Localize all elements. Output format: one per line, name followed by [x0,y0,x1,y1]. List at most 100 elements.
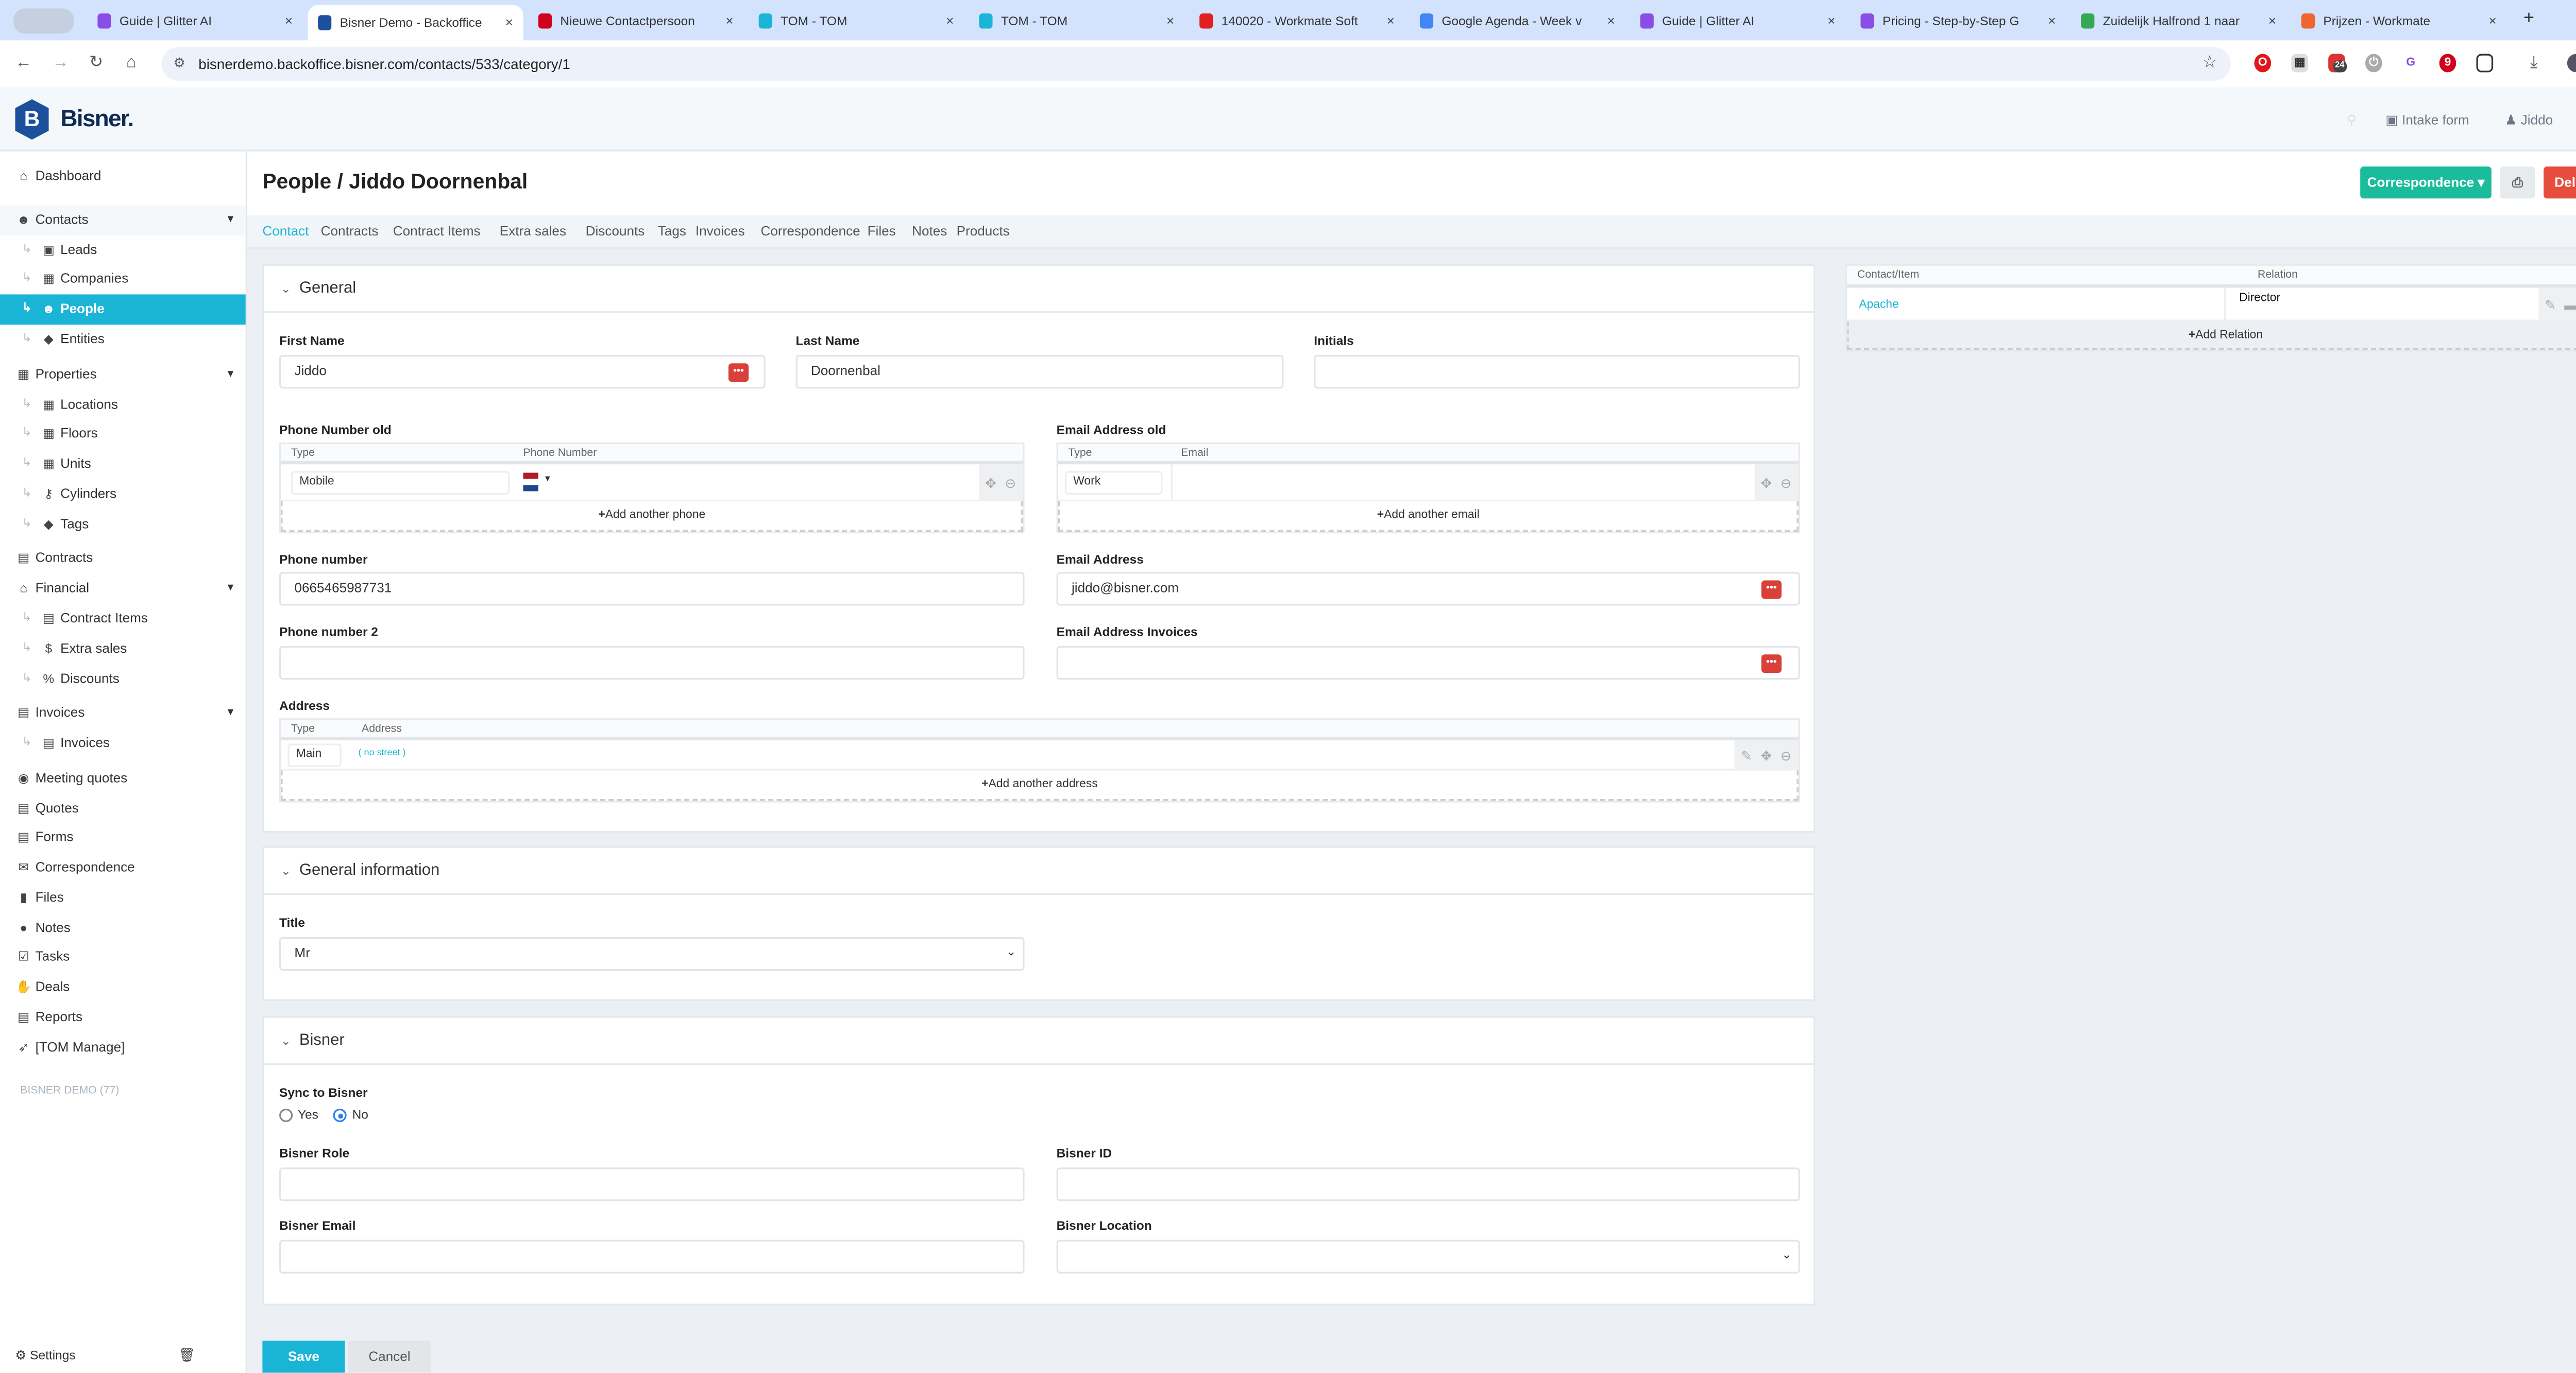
bisner-panel-header[interactable]: ⌄ Bisner [264,1018,1814,1065]
power-extension-icon[interactable]: ⏻ [2365,54,2382,73]
url-text[interactable]: bisnerdemo.backoffice.bisner.com/contact… [198,55,570,73]
close-tab-icon[interactable]: × [1166,13,1175,29]
sidebar-item-discounts[interactable]: ↳% Discounts [0,665,246,695]
edit-pencil-icon[interactable]: ✎ [2545,297,2556,312]
tab-files[interactable]: Files [867,224,896,239]
browser-tab[interactable]: Zuidelijk Halfrond 1 naar × [2071,7,2286,36]
sidebar-item-leads[interactable]: ↳ ▣ Leads [0,235,246,266]
close-tab-icon[interactable]: × [2488,13,2497,29]
remove-icon[interactable]: ⊖ [1005,475,1016,490]
close-tab-icon[interactable]: × [946,13,954,29]
browser-tab[interactable]: Nieuwe Contactpersoon × [528,7,743,36]
sidebar-item-contract-items[interactable]: ↳ ▤ Contract Items [0,604,246,634]
sidebar-item-tasks[interactable]: ☑ Tasks [0,942,246,973]
tab-notes[interactable]: Notes [912,224,947,239]
new-tab-button[interactable]: + [2523,8,2534,29]
sync-yes-radio[interactable]: Yes [279,1107,318,1123]
tab-contracts[interactable]: Contracts [320,224,379,239]
sidebar-item-entities[interactable]: ↳ ◆ Entities [0,325,246,355]
move-icon[interactable]: ✥ [985,475,997,490]
sidebar-item-files[interactable]: ▮ Files [0,883,246,913]
password-manager-icon[interactable]: ••• [1761,654,1782,673]
close-tab-icon[interactable]: × [284,13,293,29]
add-address-button[interactable]: +Add another address [281,770,1799,801]
browser-tab[interactable]: TOM - TOM × [969,7,1184,36]
sidebar-item-notes[interactable]: ● Notes [0,913,246,944]
caret-down-icon[interactable]: ▼ [225,708,236,719]
bookmark-star-icon[interactable]: ☆ [2202,54,2217,73]
sidebar-item-contracts[interactable]: ▤ Contracts [0,544,246,574]
sync-no-radio[interactable]: No [333,1107,368,1123]
email-invoices-input[interactable]: ••• [1056,646,1800,680]
email-type-select[interactable]: Work [1064,471,1163,495]
caret-down-icon[interactable]: ▼ [225,584,236,594]
tab-extra-sales[interactable]: Extra sales [499,224,567,239]
home-icon[interactable]: ⌂ [126,54,137,73]
address-link[interactable]: ( no street ) [358,749,406,759]
email-input[interactable]: jiddo@bisner.com ••• [1056,572,1800,606]
email-input[interactable] [1171,464,1743,502]
download-icon[interactable]: ⤓ [2530,54,2538,73]
close-tab-icon[interactable]: × [1607,13,1615,29]
sidebar-item-extra-sales[interactable]: ↳ $ Extra sales [0,634,246,665]
sidebar-item-meeting-quotes[interactable]: ◉ Meeting quotes [0,764,246,794]
nine-extension-icon[interactable]: 9 [2439,54,2456,73]
sidebar-item-units[interactable]: ↳ ▦ Units [0,449,246,480]
profile-avatar[interactable] [2567,54,2576,73]
reload-icon[interactable]: ↻ [89,54,104,73]
sidebar-item-floors[interactable]: ↳ ▦ Floors [0,419,246,449]
tab-contact[interactable]: Contact [262,224,309,239]
browser-tab[interactable]: Pricing - Step-by-Step G × [1851,7,2066,36]
relation-contact-link[interactable]: Apache [1859,299,1899,312]
tab-discounts[interactable]: Discounts [585,224,645,239]
tab-invoices[interactable]: Invoices [695,224,745,239]
caret-down-icon[interactable]: ▼ [225,215,236,226]
sidebar-item-deals[interactable]: ✋ Deals [0,972,246,1003]
edit-pencil-icon[interactable]: ✎ [1741,748,1753,763]
sidebar-item-contacts[interactable]: ☻ Contacts ▼ [0,205,246,236]
address-type-select[interactable]: Main [287,743,342,767]
delete-button[interactable]: Delete [2544,166,2576,199]
close-tab-icon[interactable]: × [2268,13,2276,29]
sidebar-item-invoices[interactable]: ↳ ▤ Invoices [0,728,246,759]
browser-tab[interactable]: Google Agenda - Week v × [1410,7,1625,36]
netherlands-flag-icon[interactable] [523,472,538,491]
forward-icon[interactable]: → [52,54,69,73]
glitter-extension-icon[interactable]: G [2406,57,2416,69]
move-icon[interactable]: ✥ [1760,475,1772,490]
tab-correspondence[interactable]: Correspondence [760,224,860,239]
browser-tab[interactable]: Guide | Glitter AI × [1630,7,1845,36]
close-tab-icon[interactable]: × [2047,13,2056,29]
bisner-email-input[interactable] [279,1240,1025,1274]
sidebar-item-reports[interactable]: ▤ Reports [0,1003,246,1033]
archive-icon[interactable]: ▬ [2564,297,2576,312]
phone-input[interactable]: 0665465987731 [279,572,1025,606]
relation-select[interactable]: Director [2224,287,2527,321]
qr-extension-icon[interactable]: ▦ [2291,54,2308,73]
add-phone-button[interactable]: +Add another phone [281,501,1023,532]
add-email-button[interactable]: +Add another email [1058,501,1799,532]
search-icon[interactable]: ⚲ [2347,112,2357,128]
browser-tab[interactable]: TOM - TOM × [749,7,964,36]
browser-tab[interactable]: Prijzen - Workmate × [2291,7,2506,36]
trash-icon[interactable]: 🗑 [178,1347,196,1363]
user-menu[interactable]: ♟ Jiddo [2505,113,2553,128]
url-bar[interactable]: ⚙ bisnerdemo.backoffice.bisner.com/conta… [161,47,2231,81]
caret-down-icon[interactable]: ▼ [225,370,236,380]
settings-link[interactable]: ⚙ Settings [15,1348,75,1363]
country-caret-icon[interactable]: ▼ [543,474,552,485]
remove-icon[interactable]: ⊖ [1780,475,1792,490]
sidebar-item-financial[interactable]: ⌂ Financial ▼ [0,573,246,604]
sidebar-item-dashboard[interactable]: ⌂ Dashboard [0,161,246,192]
phone2-input[interactable] [279,646,1025,680]
bisner-logo-text[interactable]: Bisner. [60,104,134,131]
bisner-id-input[interactable] [1056,1167,1800,1201]
sidebar-item-quotes[interactable]: ▤ Quotes [0,794,246,824]
phone-type-select[interactable]: Mobile [291,471,510,495]
tab-tags[interactable]: Tags [657,224,686,239]
initials-input[interactable] [1314,354,1800,389]
close-tab-icon[interactable]: × [725,13,734,29]
title-select[interactable]: Mr ⌄ [279,937,1025,971]
tab-products[interactable]: Products [956,224,1010,239]
close-tab-icon[interactable]: × [1827,13,1836,29]
